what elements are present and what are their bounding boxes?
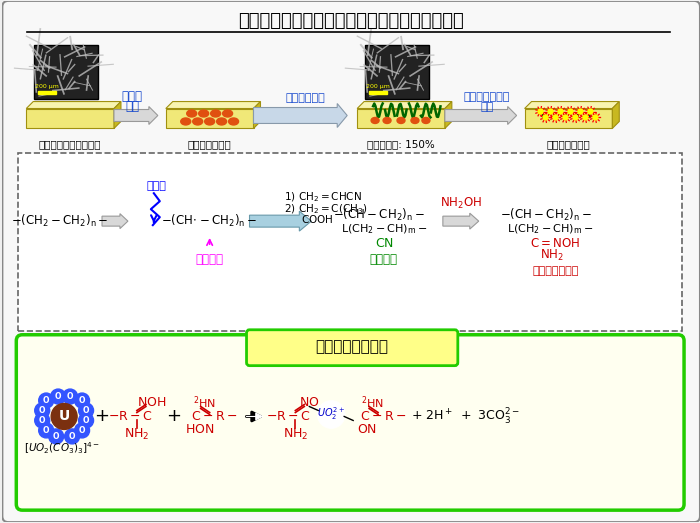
Polygon shape	[445, 101, 452, 129]
Circle shape	[558, 109, 563, 114]
Text: O: O	[39, 406, 46, 415]
Text: $\mathsf{CN}$: $\mathsf{CN}$	[374, 236, 393, 249]
Bar	[524, 108, 612, 129]
Text: $\mathsf{C-R-}$: $\mathsf{C-R-}$	[360, 410, 406, 423]
Text: O: O	[55, 392, 62, 401]
Text: ラジカルの発生: ラジカルの発生	[188, 140, 232, 150]
Ellipse shape	[223, 110, 232, 117]
Text: ウラン捕集の原理: ウラン捕集の原理	[316, 339, 388, 354]
Text: $[UO_2(CO_3)_3]^{4-}$: $[UO_2(CO_3)_3]^{4-}$	[25, 440, 100, 456]
Circle shape	[78, 403, 94, 418]
Text: $\mathsf{-(CH\!\cdot\!-CH_2)_n-}$: $\mathsf{-(CH\!\cdot\!-CH_2)_n-}$	[162, 213, 258, 229]
Text: シアノ基: シアノ基	[369, 253, 397, 266]
Ellipse shape	[204, 118, 215, 125]
Text: O: O	[53, 432, 60, 441]
Circle shape	[75, 423, 90, 438]
Text: $\mathsf{C{=}NOH}$: $\mathsf{C{=}NOH}$	[531, 236, 580, 249]
Text: O: O	[83, 406, 90, 415]
Text: O: O	[39, 416, 46, 425]
Circle shape	[588, 109, 593, 114]
Text: $\mathsf{+\ 2H^+\ +\ 3CO_3^{2-}}$: $\mathsf{+\ 2H^+\ +\ 3CO_3^{2-}}$	[411, 406, 520, 427]
Text: $\mathsf{^2HN}$: $\mathsf{^2HN}$	[193, 394, 216, 411]
Text: 照射: 照射	[125, 100, 139, 113]
Text: O: O	[79, 396, 85, 405]
Text: $\mathsf{NH_2}$: $\mathsf{NH_2}$	[124, 427, 150, 442]
FancyArrow shape	[102, 214, 128, 229]
Polygon shape	[253, 101, 260, 129]
Text: $\mathsf{L(CH_2-CH)_m-}$: $\mathsf{L(CH_2-CH)_m-}$	[341, 222, 427, 236]
Text: 200 μm: 200 μm	[35, 84, 59, 88]
Polygon shape	[357, 101, 452, 108]
Text: $\mathsf{2)\ CH_2=C(CH_3)}$: $\mathsf{2)\ CH_2=C(CH_3)}$	[284, 202, 368, 216]
Circle shape	[538, 109, 543, 114]
Circle shape	[35, 413, 50, 428]
Text: $UO_2^{2+}$: $UO_2^{2+}$	[317, 405, 345, 422]
Bar	[38, 91, 56, 94]
FancyArrow shape	[445, 107, 517, 124]
Circle shape	[78, 413, 94, 428]
Circle shape	[568, 109, 573, 114]
Circle shape	[51, 404, 77, 429]
Text: O: O	[43, 396, 50, 405]
Circle shape	[50, 389, 66, 404]
Polygon shape	[166, 101, 260, 108]
Text: 放射線グラフト重合によるウラン吸着材の製造: 放射線グラフト重合によるウラン吸着材の製造	[238, 12, 464, 30]
Circle shape	[543, 115, 548, 120]
Text: $\mathsf{L(CH_2-CH)_m-}$: $\mathsf{L(CH_2-CH)_m-}$	[508, 222, 594, 236]
Text: ポリエチレン製不織布: ポリエチレン製不織布	[39, 140, 102, 150]
Text: $\mathsf{-(CH_2-CH_2)_n-}$: $\mathsf{-(CH_2-CH_2)_n-}$	[11, 213, 109, 229]
Bar	[27, 108, 114, 129]
Bar	[365, 45, 429, 98]
Text: $\mathsf{^2HN}$: $\mathsf{^2HN}$	[361, 394, 384, 411]
Circle shape	[583, 115, 588, 120]
Polygon shape	[612, 101, 620, 129]
Text: グラフト重合: グラフト重合	[286, 93, 326, 103]
Text: $\mathsf{NOH}$: $\mathsf{NOH}$	[137, 396, 167, 409]
FancyBboxPatch shape	[16, 335, 684, 510]
FancyArrow shape	[443, 213, 479, 229]
FancyArrow shape	[114, 107, 158, 124]
Text: O: O	[83, 416, 90, 425]
Bar	[357, 108, 445, 129]
Circle shape	[64, 429, 80, 444]
Circle shape	[49, 429, 64, 444]
FancyBboxPatch shape	[18, 153, 682, 331]
Text: $\mathsf{ON}$: $\mathsf{ON}$	[357, 423, 377, 436]
Text: アミドキシム基: アミドキシム基	[532, 266, 579, 276]
Text: $\mathsf{NH_2OH}$: $\mathsf{NH_2OH}$	[440, 196, 482, 211]
Text: $\mathsf{HON}$: $\mathsf{HON}$	[185, 423, 214, 436]
Text: $\mathsf{NH_2}$: $\mathsf{NH_2}$	[283, 427, 308, 442]
Ellipse shape	[187, 110, 197, 117]
Text: $\mathsf{-R-C}$: $\mathsf{-R-C}$	[108, 410, 152, 423]
FancyArrow shape	[253, 104, 347, 128]
Text: ラジカル: ラジカル	[195, 253, 223, 266]
Text: 放射線: 放射線	[121, 90, 142, 103]
Circle shape	[578, 109, 583, 114]
Text: グラフト率: 150%: グラフト率: 150%	[367, 140, 435, 150]
FancyArrow shape	[249, 211, 312, 231]
Text: $\mathsf{C-R-}$: $\mathsf{C-R-}$	[192, 410, 238, 423]
Polygon shape	[27, 101, 121, 108]
Text: $\mathsf{COOH}$: $\mathsf{COOH}$	[301, 213, 334, 225]
Ellipse shape	[383, 118, 391, 123]
Text: O: O	[43, 426, 50, 435]
Bar	[166, 108, 253, 129]
Text: O: O	[69, 432, 76, 441]
Bar	[34, 45, 98, 98]
Text: 200 μm: 200 μm	[366, 84, 390, 88]
Circle shape	[62, 389, 78, 404]
Text: $\mathsf{NO}$: $\mathsf{NO}$	[299, 396, 320, 409]
FancyBboxPatch shape	[246, 330, 458, 366]
Circle shape	[38, 393, 54, 408]
Ellipse shape	[216, 118, 227, 125]
Ellipse shape	[411, 118, 419, 123]
Ellipse shape	[181, 118, 190, 125]
Text: 反応: 反応	[480, 101, 494, 111]
Ellipse shape	[193, 118, 203, 125]
Polygon shape	[114, 101, 121, 129]
Text: U: U	[59, 410, 70, 424]
Circle shape	[553, 115, 558, 120]
Text: ウラン吸着機能: ウラン吸着機能	[547, 140, 590, 150]
Ellipse shape	[371, 118, 379, 123]
